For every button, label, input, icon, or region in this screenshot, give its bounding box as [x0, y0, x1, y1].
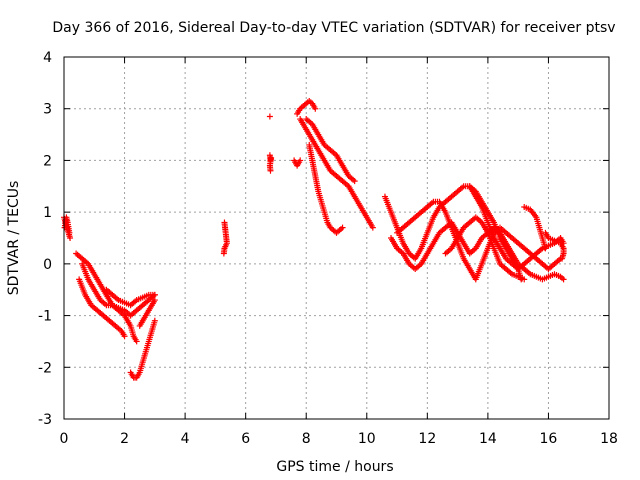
- x-tick-label: 0: [60, 431, 69, 447]
- x-tick-label: 18: [600, 431, 618, 447]
- data-point: [559, 255, 566, 262]
- y-tick-label: 4: [43, 50, 52, 66]
- y-tick-label: 2: [43, 153, 52, 169]
- y-axis-title: SDTVAR / TECUs: [6, 181, 22, 296]
- y-tick-label: 1: [43, 205, 52, 221]
- y-tick-label: 3: [43, 102, 52, 118]
- x-tick-label: 8: [302, 431, 311, 447]
- chart-title: Day 366 of 2016, Sidereal Day-to-day VTE…: [52, 20, 615, 36]
- data-point: [267, 167, 274, 174]
- plot-frame: [63, 56, 610, 420]
- x-axis-title: GPS time / hours: [276, 459, 393, 475]
- data-point: [542, 245, 549, 252]
- data-points: [61, 97, 567, 381]
- data-point: [151, 297, 158, 304]
- x-tick-label: 6: [241, 431, 250, 447]
- data-point: [151, 317, 158, 324]
- y-tick-label: -3: [38, 412, 52, 428]
- x-tick-label: 16: [540, 431, 558, 447]
- data-point: [560, 276, 567, 283]
- y-tick-label: -1: [38, 309, 52, 325]
- x-tick-label: 2: [120, 431, 129, 447]
- data-point: [312, 105, 319, 112]
- data-point: [67, 235, 74, 241]
- data-point: [133, 338, 140, 345]
- y-tick-label: 0: [43, 257, 52, 273]
- x-tick-label: 12: [418, 431, 436, 447]
- x-tick-label: 14: [479, 431, 497, 447]
- data-point: [339, 224, 346, 231]
- grid-lines: [64, 57, 609, 419]
- x-tick-label: 4: [181, 431, 190, 447]
- data-point: [220, 250, 227, 257]
- data-point: [351, 178, 358, 185]
- data-point: [266, 113, 273, 120]
- data-point: [151, 291, 158, 298]
- data-point: [518, 276, 525, 283]
- data-point: [369, 224, 376, 231]
- data-point: [297, 157, 304, 164]
- y-tick-label: -2: [38, 360, 52, 376]
- data-point: [121, 333, 128, 340]
- x-tick-label: 10: [358, 431, 376, 447]
- data-point: [66, 229, 73, 236]
